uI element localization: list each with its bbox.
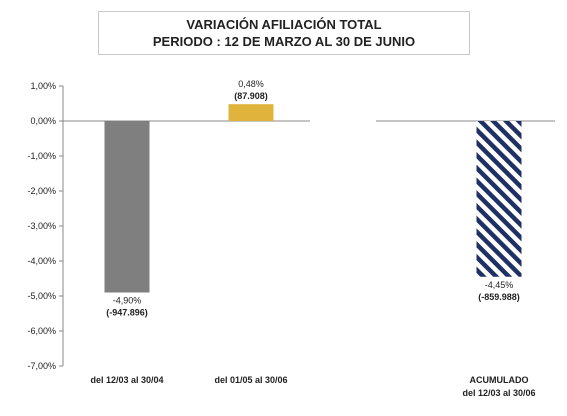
chart-subtitle: PERIODO : 12 DE MARZO AL 30 DE JUNIO (152, 34, 416, 49)
bar (476, 121, 522, 277)
bar (104, 121, 150, 293)
y-tick-label: 1,00% (30, 81, 56, 91)
y-tick-label: -7,00% (27, 361, 56, 371)
category-label: ACUMULADO (470, 375, 529, 385)
data-label-percent: -4,45% (485, 280, 514, 290)
data-label-count: (-947.896) (106, 308, 148, 318)
chart-title-box: VARIACIÓN AFILIACIÓN TOTAL PERIODO : 12 … (98, 11, 470, 55)
category-label: del 12/03 al 30/04 (90, 375, 163, 385)
y-tick-label: -3,00% (27, 221, 56, 231)
category-label: del 01/05 al 30/06 (214, 375, 287, 385)
y-tick-label: -6,00% (27, 326, 56, 336)
data-label-count: (-859.988) (478, 292, 520, 302)
y-tick-label: -5,00% (27, 291, 56, 301)
y-tick-label: 0,00% (30, 116, 56, 126)
chart-title: VARIACIÓN AFILIACIÓN TOTAL (186, 17, 382, 32)
bar (228, 104, 274, 121)
y-tick-label: -2,00% (27, 186, 56, 196)
category-label: del 12/03 al 30/06 (462, 388, 535, 398)
data-label-count: (87.908) (234, 91, 268, 101)
y-tick-label: -4,00% (27, 256, 56, 266)
data-label-percent: 0,48% (238, 79, 264, 89)
y-tick-label: -1,00% (27, 151, 56, 161)
data-label-percent: -4,90% (113, 296, 142, 306)
